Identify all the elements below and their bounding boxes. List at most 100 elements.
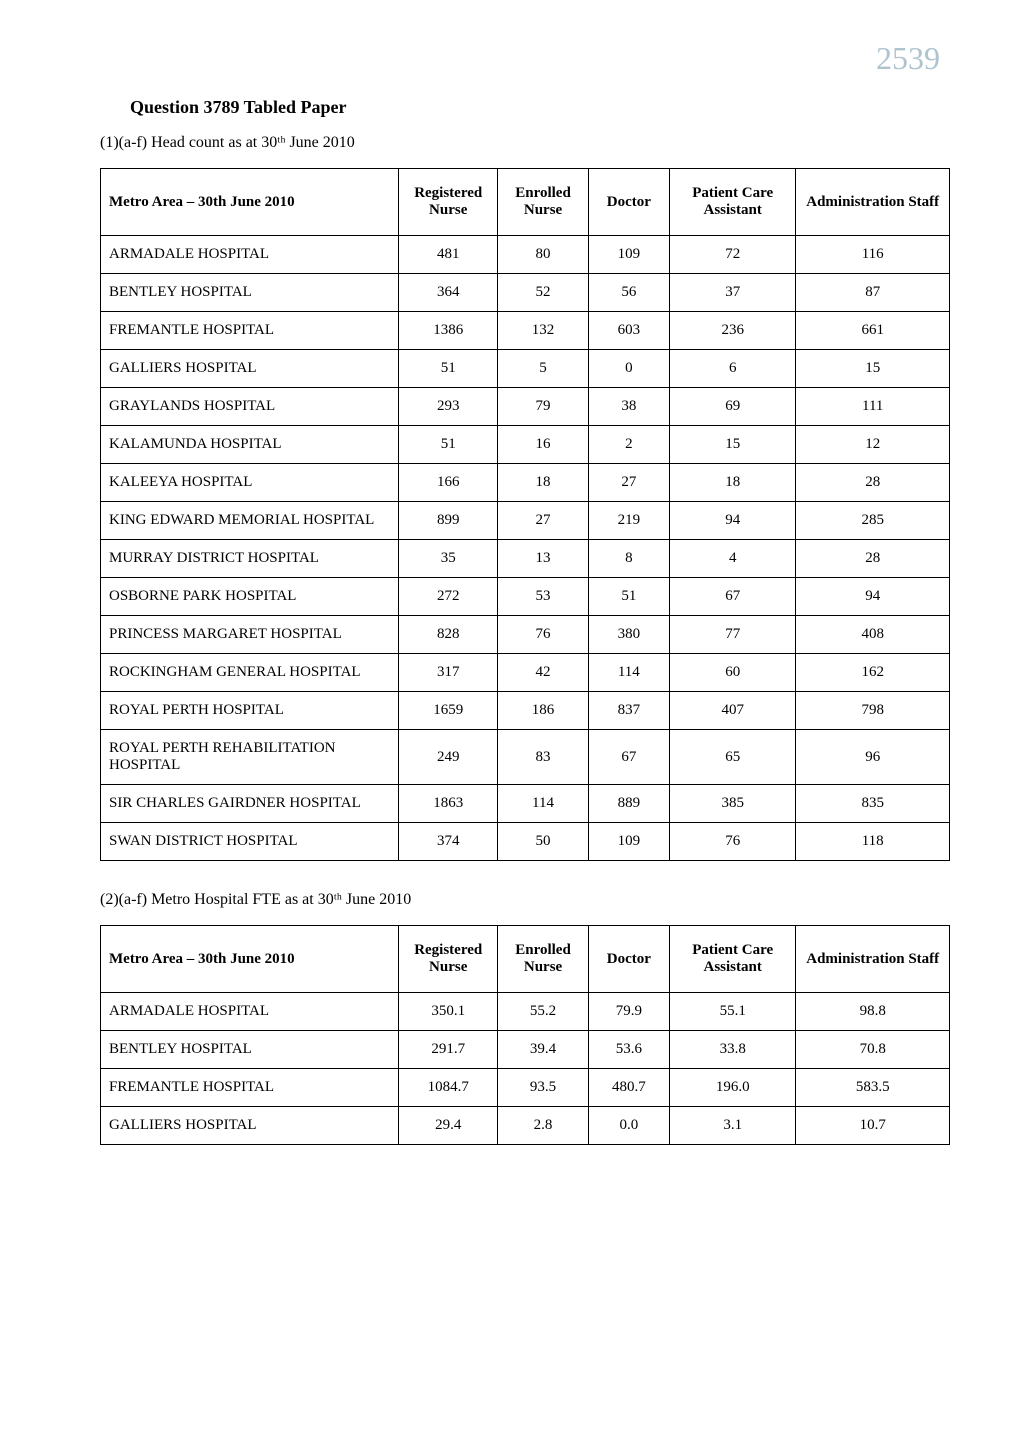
table-cell: 12: [796, 426, 950, 464]
table-cell: 481: [399, 236, 498, 274]
table-cell: 50: [498, 823, 588, 861]
table-cell: 53: [498, 578, 588, 616]
table-cell: ROYAL PERTH HOSPITAL: [101, 692, 399, 730]
table-cell: 291.7: [399, 1031, 498, 1069]
table-row: BENTLEY HOSPITAL36452563787: [101, 274, 950, 312]
table-cell: 8: [588, 540, 669, 578]
table-cell: 18: [669, 464, 795, 502]
table-cell: 350.1: [399, 993, 498, 1031]
table-cell: 385: [669, 785, 795, 823]
table-cell: 79.9: [588, 993, 669, 1031]
table-cell: 29.4: [399, 1107, 498, 1145]
table-cell: 111: [796, 388, 950, 426]
table-cell: 1386: [399, 312, 498, 350]
table-cell: 272: [399, 578, 498, 616]
table-cell: 83: [498, 730, 588, 785]
table-cell: 5: [498, 350, 588, 388]
table-cell: SIR CHARLES GAIRDNER HOSPITAL: [101, 785, 399, 823]
table-cell: 1863: [399, 785, 498, 823]
table-cell: 28: [796, 464, 950, 502]
table-row: ROYAL PERTH REHABILITATION HOSPITAL24983…: [101, 730, 950, 785]
table-cell: 407: [669, 692, 795, 730]
table-cell: MURRAY DISTRICT HOSPITAL: [101, 540, 399, 578]
table-cell: 837: [588, 692, 669, 730]
table-header-row: Metro Area – 30th June 2010 Registered N…: [101, 926, 950, 993]
table-cell: 56: [588, 274, 669, 312]
table-cell: KALEEYA HOSPITAL: [101, 464, 399, 502]
table-cell: 2.8: [498, 1107, 588, 1145]
table-cell: 27: [498, 502, 588, 540]
table-cell: 51: [399, 350, 498, 388]
table-cell: 53.6: [588, 1031, 669, 1069]
table-cell: 118: [796, 823, 950, 861]
table-cell: 39.4: [498, 1031, 588, 1069]
table-cell: 67: [588, 730, 669, 785]
table-cell: 76: [669, 823, 795, 861]
col-header-patient: Patient Care Assistant: [669, 926, 795, 993]
table-cell: SWAN DISTRICT HOSPITAL: [101, 823, 399, 861]
table-cell: 16: [498, 426, 588, 464]
table-cell: 77: [669, 616, 795, 654]
table-cell: BENTLEY HOSPITAL: [101, 274, 399, 312]
table-cell: 116: [796, 236, 950, 274]
table-row: ARMADALE HOSPITAL4818010972116: [101, 236, 950, 274]
table-cell: 80: [498, 236, 588, 274]
table-cell: 13: [498, 540, 588, 578]
table-cell: 38: [588, 388, 669, 426]
table-cell: 4: [669, 540, 795, 578]
table-cell: OSBORNE PARK HOSPITAL: [101, 578, 399, 616]
table-row: ROYAL PERTH HOSPITAL1659186837407798: [101, 692, 950, 730]
table-cell: 132: [498, 312, 588, 350]
col-header-doctor: Doctor: [588, 169, 669, 236]
table-cell: 37: [669, 274, 795, 312]
table-cell: 109: [588, 236, 669, 274]
table-row: KALEEYA HOSPITAL16618271828: [101, 464, 950, 502]
col-header-doctor: Doctor: [588, 926, 669, 993]
table-cell: 408: [796, 616, 950, 654]
table-row: GRAYLANDS HOSPITAL293793869111: [101, 388, 950, 426]
col-header-area: Metro Area – 30th June 2010: [101, 926, 399, 993]
table-cell: 0.0: [588, 1107, 669, 1145]
table-cell: 55.1: [669, 993, 795, 1031]
table-cell: 249: [399, 730, 498, 785]
table-cell: 72: [669, 236, 795, 274]
table-cell: 28: [796, 540, 950, 578]
table-cell: 76: [498, 616, 588, 654]
table-row: ARMADALE HOSPITAL350.155.279.955.198.8: [101, 993, 950, 1031]
table-cell: ARMADALE HOSPITAL: [101, 236, 399, 274]
table-cell: 27: [588, 464, 669, 502]
table-cell: 114: [588, 654, 669, 692]
table-cell: 480.7: [588, 1069, 669, 1107]
table-cell: 87: [796, 274, 950, 312]
table-cell: 10.7: [796, 1107, 950, 1145]
table-row: FREMANTLE HOSPITAL1084.793.5480.7196.058…: [101, 1069, 950, 1107]
table-cell: BENTLEY HOSPITAL: [101, 1031, 399, 1069]
table-cell: 219: [588, 502, 669, 540]
table-cell: 835: [796, 785, 950, 823]
table-cell: 52: [498, 274, 588, 312]
table-cell: 69: [669, 388, 795, 426]
table-cell: ARMADALE HOSPITAL: [101, 993, 399, 1031]
table-cell: GALLIERS HOSPITAL: [101, 350, 399, 388]
table-row: OSBORNE PARK HOSPITAL27253516794: [101, 578, 950, 616]
table-row: KALAMUNDA HOSPITAL511621512: [101, 426, 950, 464]
col-header-registered: Registered Nurse: [399, 169, 498, 236]
table-cell: 51: [399, 426, 498, 464]
table-cell: KALAMUNDA HOSPITAL: [101, 426, 399, 464]
table-cell: FREMANTLE HOSPITAL: [101, 1069, 399, 1107]
table-cell: 798: [796, 692, 950, 730]
table-cell: 236: [669, 312, 795, 350]
table-cell: 51: [588, 578, 669, 616]
table-cell: PRINCESS MARGARET HOSPITAL: [101, 616, 399, 654]
table-cell: 285: [796, 502, 950, 540]
table-row: SIR CHARLES GAIRDNER HOSPITAL18631148893…: [101, 785, 950, 823]
table-cell: 18: [498, 464, 588, 502]
table-row: PRINCESS MARGARET HOSPITAL8287638077408: [101, 616, 950, 654]
table-cell: 93.5: [498, 1069, 588, 1107]
page-number: 2539: [100, 40, 950, 77]
col-header-registered: Registered Nurse: [399, 926, 498, 993]
table-cell: 293: [399, 388, 498, 426]
table-cell: 828: [399, 616, 498, 654]
table-cell: 364: [399, 274, 498, 312]
table-cell: 1659: [399, 692, 498, 730]
